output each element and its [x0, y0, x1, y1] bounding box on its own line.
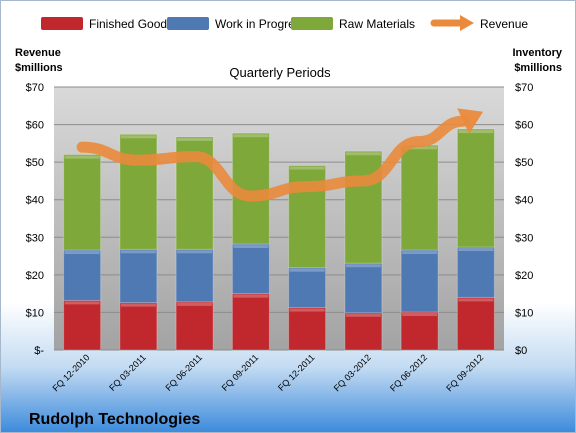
bar-work-in-progress: [344, 262, 383, 314]
right-tick-label: $60: [515, 120, 533, 132]
bar-work-in-progress: [400, 249, 439, 313]
bar-finished-goods: [175, 301, 214, 351]
bar-work-in-progress: [175, 248, 214, 303]
bar-highlight: [458, 130, 494, 134]
left-tick-label: $60: [26, 120, 44, 132]
bar-highlight: [345, 313, 381, 317]
bar-highlight: [402, 146, 438, 150]
right-tick-label: $40: [515, 195, 533, 207]
legend-label-revenue: Revenue: [480, 17, 528, 31]
bar-work-in-progress: [119, 248, 158, 304]
x-tick-label: FQ 06-2012: [388, 352, 429, 393]
left-tick-label: $30: [26, 232, 44, 244]
right-tick-label: $10: [515, 307, 533, 319]
bar-work-in-progress: [231, 243, 270, 295]
bar-highlight: [177, 302, 213, 306]
left-tick-label: $70: [26, 82, 44, 94]
left-tick-label: $-: [34, 345, 44, 357]
left-axis-label-line2: $millions: [15, 62, 63, 74]
left-tick-label: $40: [26, 195, 44, 207]
right-tick-label: $20: [515, 270, 533, 282]
legend-swatch-revenue-arrow: [460, 15, 474, 31]
x-ticks: FQ 12-2010 FQ 03-2011 FQ 06-2011 FQ 09-2011…: [51, 352, 486, 393]
chart-legend: Finished Goods Work in Progress Raw Materi…: [41, 15, 528, 31]
revenue-line: [76, 115, 469, 202]
legend-swatch-work-in-progress: [167, 17, 209, 30]
legend-swatch-finished-goods: [41, 17, 83, 30]
bar-work-in-progress: [456, 246, 495, 298]
bars-group: [63, 128, 495, 351]
bar-finished-goods: [456, 296, 495, 351]
bar-finished-goods: [119, 302, 158, 351]
bar-highlight: [233, 134, 269, 138]
legend-swatch-raw-materials: [291, 17, 333, 30]
x-tick-label: FQ 06-2011: [163, 352, 204, 393]
bar-finished-goods: [288, 307, 327, 351]
bar-highlight: [120, 135, 156, 139]
left-tick-label: $20: [26, 270, 44, 282]
bar-highlight: [402, 251, 438, 255]
bar-highlight: [289, 268, 325, 272]
right-axis-label-line1: Inventory: [512, 47, 562, 59]
right-tick-label: $0: [515, 345, 527, 357]
bar-highlight: [233, 294, 269, 298]
x-tick-label: FQ 03-2011: [107, 352, 148, 393]
bar-highlight: [177, 250, 213, 254]
bar-highlight: [458, 248, 494, 252]
bar-raw-materials: [344, 150, 383, 264]
right-tick-label: $70: [515, 82, 533, 94]
bar-highlight: [402, 313, 438, 317]
bar-work-in-progress: [63, 249, 102, 301]
legend-label-finished-goods: Finished Goods: [89, 17, 173, 31]
x-tick-label: FQ 03-2012: [332, 352, 373, 393]
bar-finished-goods: [231, 293, 270, 351]
bar-work-in-progress: [288, 267, 327, 309]
bar-highlight: [64, 155, 100, 159]
legend-label-raw-materials: Raw Materials: [339, 17, 415, 31]
left-axis-label-line1: Revenue: [15, 47, 61, 59]
bar-highlight: [289, 166, 325, 170]
x-tick-label: FQ 12-2011: [276, 352, 317, 393]
chart-title: Quarterly Periods: [229, 65, 331, 80]
left-tick-label: $10: [26, 307, 44, 319]
x-tick-label: FQ 09-2011: [220, 352, 261, 393]
x-tick-label: FQ 12-2010: [51, 352, 92, 393]
bar-raw-materials: [456, 128, 495, 248]
legend-label-work-in-progress: Work in Progress: [215, 17, 307, 31]
revenue-arrowhead: [457, 108, 484, 134]
bar-highlight: [64, 251, 100, 255]
left-tick-label: $50: [26, 157, 44, 169]
bar-raw-materials: [63, 154, 102, 251]
company-name: Rudolph Technologies: [29, 411, 200, 428]
bar-raw-materials: [119, 133, 158, 250]
bar-highlight: [120, 250, 156, 254]
bar-highlight: [289, 308, 325, 312]
bar-highlight: [458, 298, 494, 302]
bar-highlight: [120, 303, 156, 307]
bar-highlight: [233, 245, 269, 249]
bar-finished-goods: [344, 312, 383, 351]
revenue-line-group: [76, 108, 484, 202]
x-tick-label: FQ 09-2012: [444, 352, 485, 393]
right-y-ticks: $0 $10 $20 $30 $40 $50 $60 $70: [515, 82, 533, 357]
bar-finished-goods: [63, 299, 102, 351]
bar-raw-materials: [400, 144, 439, 251]
right-axis-label-line2: $millions: [514, 62, 562, 74]
bar-highlight: [345, 152, 381, 156]
left-y-ticks: $- $10 $20 $30 $40 $50 $60 $70: [26, 82, 45, 357]
bar-finished-goods: [400, 311, 439, 351]
bar-highlight: [345, 264, 381, 268]
right-tick-label: $30: [515, 232, 533, 244]
right-tick-label: $50: [515, 157, 533, 169]
bar-highlight: [64, 301, 100, 305]
bar-highlight: [177, 137, 213, 141]
